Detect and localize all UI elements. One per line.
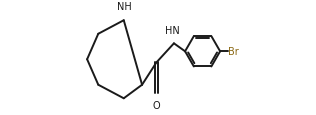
Text: Br: Br [228, 47, 239, 57]
Text: NH: NH [117, 2, 132, 12]
Text: HN: HN [165, 25, 180, 35]
Text: O: O [153, 100, 160, 110]
